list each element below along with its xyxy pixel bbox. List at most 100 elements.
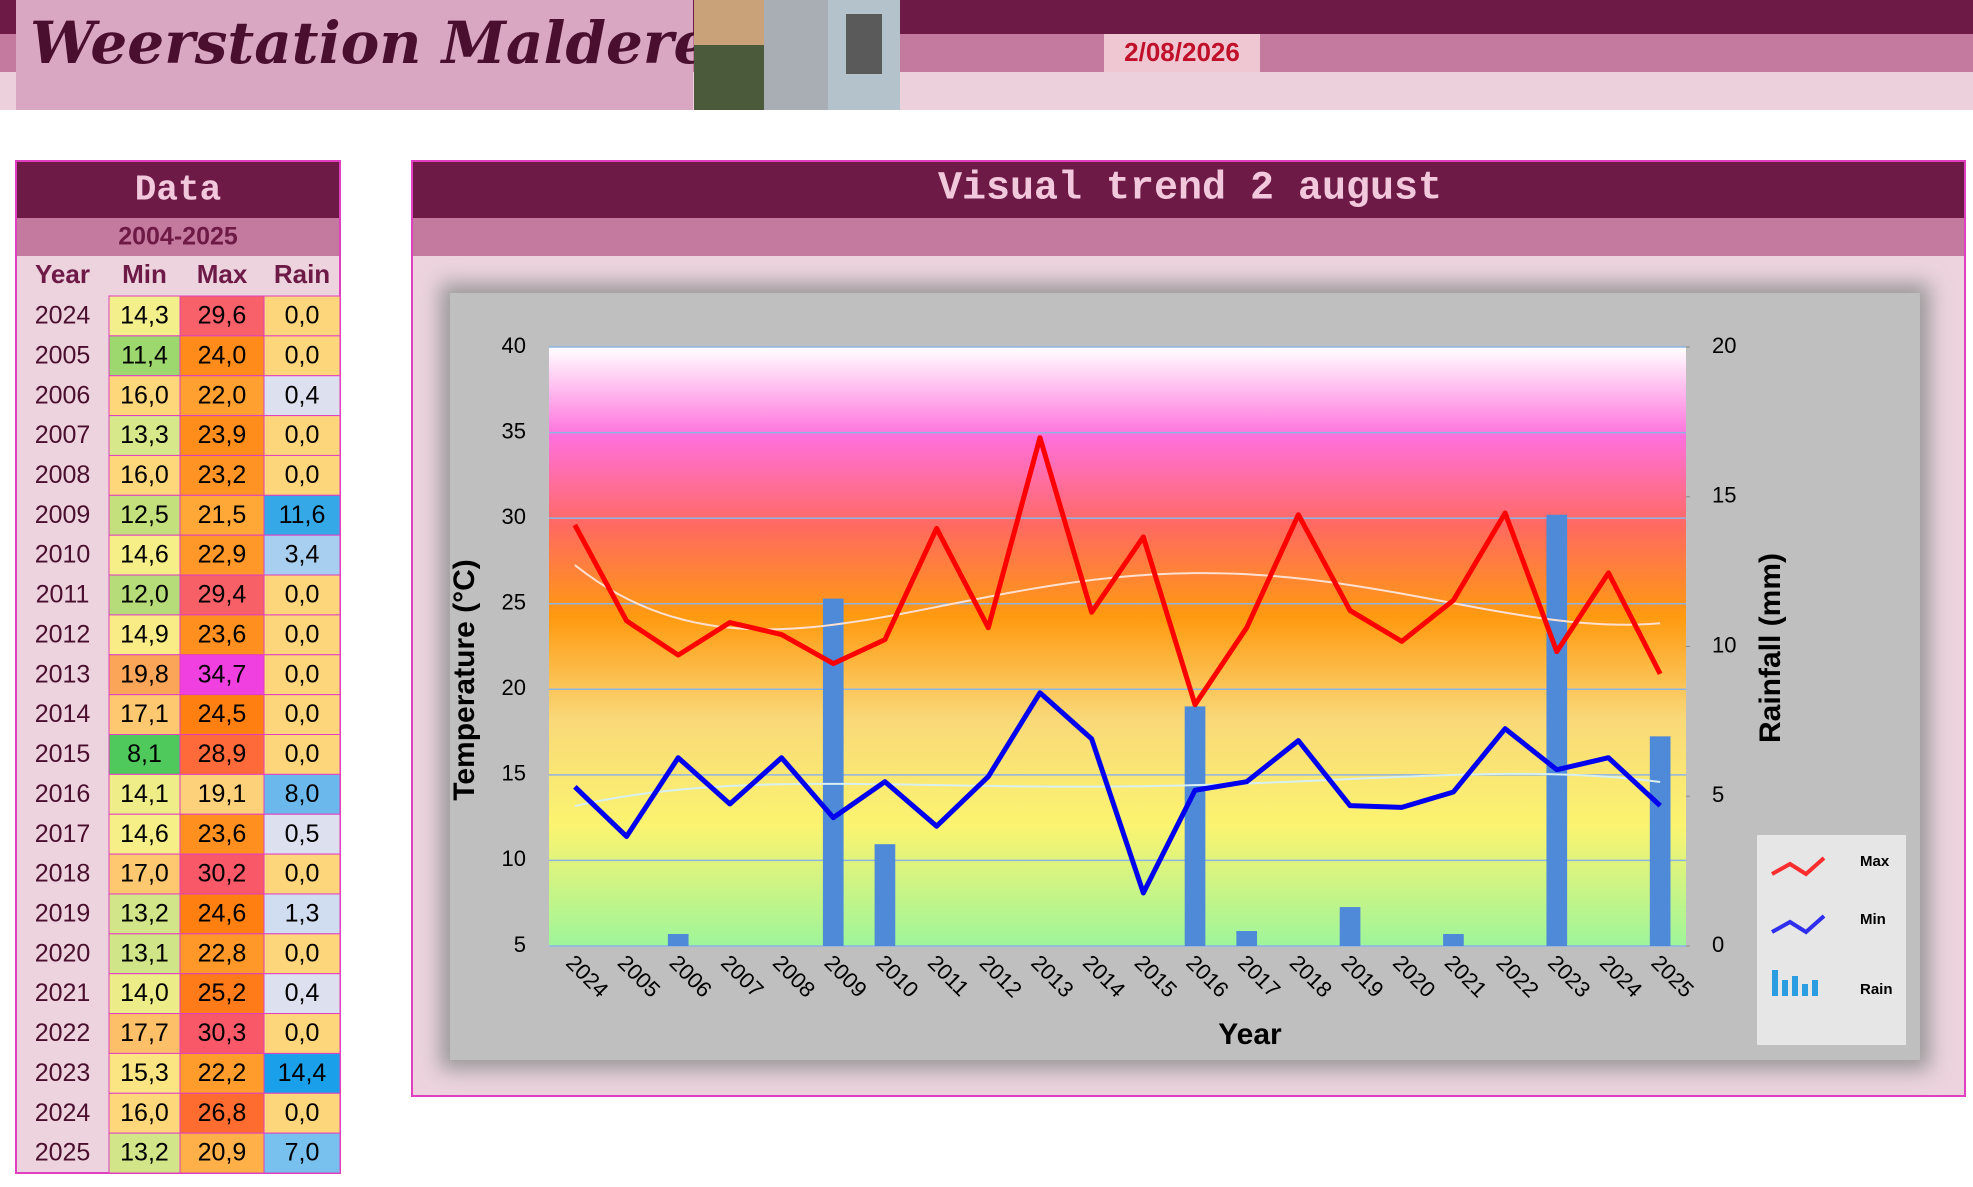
cell-text: 7,0 — [285, 1139, 320, 1167]
bar — [667, 934, 689, 946]
cell-text: 0,4 — [285, 381, 320, 409]
legend-icon — [1792, 976, 1798, 996]
photo — [846, 14, 882, 74]
cell-text: 2014 — [35, 700, 91, 728]
table-cell — [179, 694, 265, 735]
y2-tick-label: 20 — [1712, 333, 1736, 358]
table-cell — [263, 893, 341, 935]
cell-text: 11,6 — [279, 501, 326, 529]
column-header: Rain — [274, 259, 330, 289]
cell-text: 2015 — [35, 740, 91, 768]
bar — [1443, 934, 1464, 946]
table-cell — [179, 454, 265, 496]
table-cell — [263, 1013, 341, 1054]
cell-text: 17,7 — [120, 1019, 169, 1047]
y-axis-title: Temperature (°C) — [448, 559, 481, 800]
cell-text: 13,2 — [120, 1139, 169, 1167]
table-cell — [108, 1052, 181, 1094]
table-cell — [108, 614, 181, 656]
column-header: Year — [35, 259, 90, 289]
cell-text: 2022 — [35, 1019, 91, 1047]
cell-text: 0,0 — [285, 1099, 320, 1127]
table-cell — [108, 813, 181, 855]
table-cell — [263, 295, 341, 337]
cell-text: 14,6 — [120, 820, 169, 848]
cell-text: 2007 — [35, 421, 91, 449]
table-cell — [179, 335, 265, 377]
cell-text: 0,0 — [285, 1019, 320, 1047]
cell-text: 26,8 — [198, 1099, 247, 1127]
cell-text: 0,0 — [285, 421, 320, 449]
chart-title: Visual trend 2 august — [938, 167, 1442, 212]
cell-text: 24,0 — [198, 341, 247, 369]
cell-text: 28,9 — [198, 740, 247, 768]
cell-text: 23,6 — [198, 820, 247, 848]
y-tick-label: 5 — [514, 932, 526, 957]
cell-text: 16,0 — [120, 381, 169, 409]
cell-text: 12,5 — [120, 501, 169, 529]
y-tick-label: 35 — [502, 418, 526, 443]
y2-tick-label: 5 — [1712, 782, 1724, 807]
legend-label: Max — [1860, 853, 1890, 870]
cell-text: 8,1 — [127, 740, 162, 768]
table-cell — [263, 973, 341, 1015]
y-tick-label: 30 — [502, 504, 526, 529]
cell-text: 30,2 — [198, 860, 247, 888]
cell-text: 12,0 — [120, 581, 169, 609]
cell-text: 2023 — [35, 1059, 91, 1087]
table-cell — [179, 614, 265, 656]
cell-text: 14,9 — [120, 620, 169, 648]
table-cell — [263, 415, 341, 456]
table-title: Data — [135, 170, 221, 211]
cell-text: 29,6 — [198, 302, 247, 330]
table-cell — [179, 415, 265, 456]
cell-text: 24,5 — [198, 700, 247, 728]
table-cell — [108, 494, 181, 536]
cell-text: 23,2 — [198, 461, 247, 489]
cell-text: 14,6 — [120, 541, 169, 569]
cell-text: 14,4 — [278, 1059, 327, 1087]
y2-tick-label: 0 — [1712, 932, 1724, 957]
cell-text: 2016 — [35, 780, 91, 808]
date: 2/08/2026 — [1124, 37, 1240, 67]
cell-text: 14,0 — [120, 979, 169, 1007]
bar — [1649, 736, 1671, 946]
table-cell — [179, 654, 265, 696]
cell-text: 17,1 — [120, 700, 169, 728]
bar — [1339, 907, 1361, 946]
table-cell — [108, 853, 181, 895]
legend-label: Rain — [1860, 981, 1893, 998]
cell-text: 11,4 — [121, 341, 168, 369]
table-cell — [179, 534, 265, 576]
bar — [822, 598, 844, 946]
column-header: Max — [197, 259, 248, 289]
legend-label: Min — [1860, 911, 1886, 928]
cell-text: 16,0 — [120, 461, 169, 489]
cell-text: 0,0 — [285, 700, 320, 728]
bar — [1184, 706, 1206, 946]
y-tick-label: 10 — [502, 846, 526, 871]
cell-text: 22,8 — [198, 939, 247, 967]
table-cell — [179, 375, 265, 417]
table-cell — [108, 1092, 181, 1134]
cell-text: 0,5 — [285, 820, 320, 848]
table-cell — [108, 694, 181, 735]
cell-text: 15,3 — [120, 1059, 169, 1087]
cell-text: 29,4 — [198, 581, 247, 609]
table-cell — [263, 454, 341, 496]
table-cell — [263, 1132, 341, 1174]
cell-text: 23,9 — [198, 421, 247, 449]
cell-text: 2008 — [35, 461, 91, 489]
cell-text: 0,0 — [285, 620, 320, 648]
y-tick-label: 25 — [502, 590, 526, 615]
cell-text: 19,8 — [120, 660, 169, 688]
legend-icon — [1771, 856, 1826, 877]
table-cell — [179, 773, 265, 815]
cell-text: 0,0 — [285, 939, 320, 967]
photo — [694, 0, 764, 45]
table-cell — [263, 734, 341, 775]
table-title-bar — [17, 162, 339, 218]
legend-icon — [1802, 984, 1808, 996]
cell-text: 25,2 — [198, 979, 247, 1007]
